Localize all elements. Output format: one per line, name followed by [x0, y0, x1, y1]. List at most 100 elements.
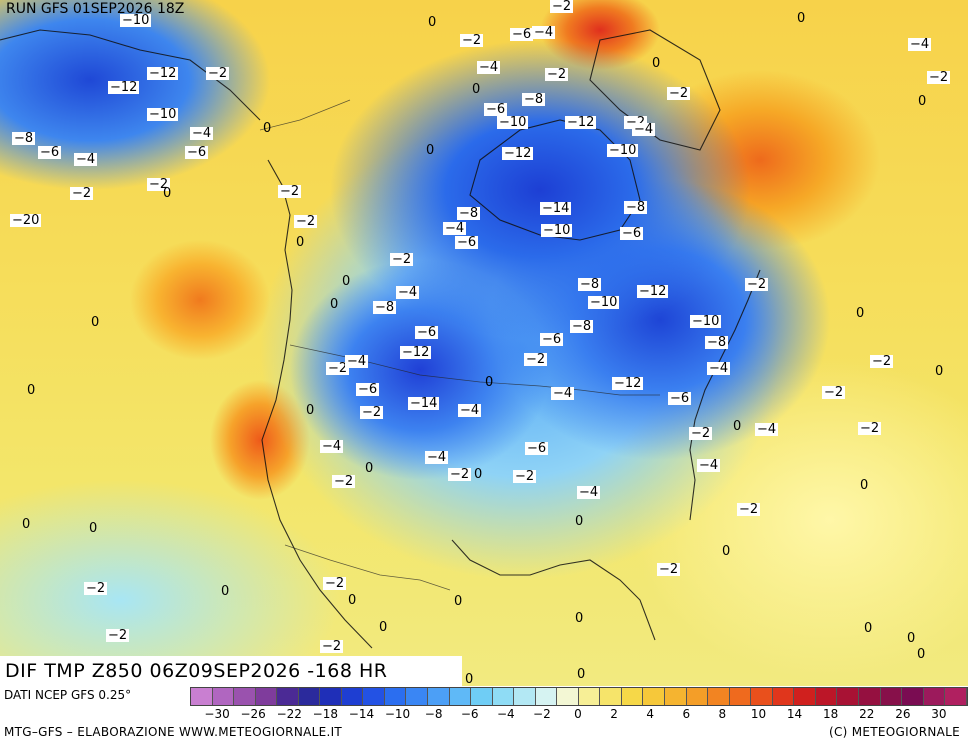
- legend-swatch: [492, 688, 515, 705]
- contour-value-label: −8: [12, 131, 36, 146]
- contour-value-label: −4: [443, 221, 467, 236]
- contour-value-label: −10: [607, 143, 639, 158]
- legend-swatch: [363, 688, 385, 705]
- legend-swatch: [751, 688, 773, 705]
- color-legend-bar: [190, 687, 968, 706]
- contour-value-label: −2: [332, 474, 356, 489]
- contour-value-label: 0: [365, 461, 374, 476]
- gulf-coast-line: [451, 539, 656, 641]
- legend-tick-label: −14: [348, 707, 375, 721]
- contour-value-label: −10: [147, 107, 179, 122]
- contour-value-label: −2: [737, 502, 761, 517]
- contour-value-label: 0: [472, 82, 481, 97]
- contour-value-label: −2: [448, 467, 472, 482]
- contour-value-label: −12: [108, 80, 140, 95]
- legend-swatch: [535, 688, 558, 705]
- contour-value-label: 0: [860, 478, 869, 493]
- legend-swatch: [298, 688, 321, 705]
- legend-swatch: [471, 688, 493, 705]
- contour-value-label: −6: [620, 226, 644, 241]
- contour-value-label: −12: [565, 115, 597, 130]
- contour-value-label: −2: [524, 352, 548, 367]
- legend-swatch: [406, 688, 429, 705]
- contour-value-label: −6: [185, 145, 209, 160]
- temperature-anomaly-map: −10 −2 0 −2 −6 −4 0 −4 −12 −2 −4 −2 0 −2 −12 0 −8 −2 0 −10−…: [0, 0, 968, 686]
- contour-value-label: −10: [690, 314, 722, 329]
- legend-tick-label: 30: [931, 707, 947, 721]
- contour-value-label: −12: [637, 284, 669, 299]
- contour-value-label: −4: [425, 450, 449, 465]
- contour-value-label: 0: [575, 611, 584, 626]
- contour-value-label: −2: [870, 354, 894, 369]
- legend-swatch: [557, 688, 579, 705]
- legend-tick-label: 14: [786, 707, 803, 721]
- legend-swatch: [708, 688, 730, 705]
- contour-value-label: 0: [221, 584, 230, 599]
- legend-tick-label: −18: [312, 707, 339, 721]
- contour-value-label: 0: [379, 620, 388, 635]
- legend-tick-label: −4: [496, 707, 515, 721]
- contour-value-label: −2: [294, 214, 318, 229]
- contour-value-label: −6: [525, 441, 549, 456]
- legend-swatch: [945, 688, 967, 705]
- contour-value-label: −4: [632, 122, 656, 137]
- west-coast-line: [261, 159, 373, 649]
- contour-value-label: −4: [74, 152, 98, 167]
- legend-tick-label: 26: [895, 707, 911, 721]
- contour-value-label: 0: [907, 631, 916, 646]
- legend-swatch: [191, 688, 213, 705]
- coastline-overlay: [0, 29, 761, 649]
- contour-value-label: −2: [360, 405, 384, 420]
- legend-tick-label: −26: [240, 707, 266, 721]
- contour-value-label: −2: [513, 469, 537, 484]
- contour-value-label: −6: [415, 325, 439, 340]
- alaska-coast-line: [0, 29, 261, 121]
- contour-value-label: −8: [373, 300, 397, 315]
- legend-swatch: [902, 688, 924, 705]
- contour-value-label: −8: [522, 92, 546, 107]
- contour-value-label: 0: [22, 517, 31, 532]
- legend-swatch: [643, 688, 666, 705]
- contour-value-label: −2: [84, 581, 108, 596]
- legend-swatch: [212, 688, 235, 705]
- contour-value-label: −4: [707, 361, 731, 376]
- legend-tick-label: −10: [384, 707, 411, 721]
- legend-swatch: [428, 688, 450, 705]
- contour-value-label: −12: [147, 66, 179, 81]
- legend-tick-label: −8: [424, 707, 443, 721]
- legend-swatch: [600, 688, 622, 705]
- legend-tick-label: 0: [574, 707, 582, 721]
- legend-swatch: [772, 688, 795, 705]
- contour-value-label: 0: [296, 235, 305, 250]
- legend-tick-label: 22: [859, 707, 875, 721]
- contour-value-label: 0: [89, 521, 98, 536]
- contour-value-label: −2: [390, 252, 414, 267]
- contour-value-label: 0: [465, 672, 474, 686]
- contour-value-label: −10: [541, 223, 573, 238]
- contour-value-label: −6: [356, 382, 380, 397]
- contour-value-label: −4: [396, 285, 420, 300]
- contour-value-label: 0: [474, 467, 483, 482]
- contour-value-label: −12: [612, 376, 644, 391]
- contour-value-label: −6: [38, 145, 62, 160]
- contour-value-label: −4: [345, 354, 369, 369]
- contour-value-label: −2: [858, 421, 882, 436]
- legend-swatch: [815, 688, 838, 705]
- contour-value-label: −14: [408, 396, 440, 411]
- contour-value-label: −4: [477, 60, 501, 75]
- contour-value-label: −8: [457, 206, 481, 221]
- field-title: DIF TMP Z850 06Z09SEP2026 -168 HR: [0, 656, 462, 686]
- contour-value-label: −4: [577, 485, 601, 500]
- contour-value-label: −2: [689, 426, 713, 441]
- legend-swatch: [837, 688, 859, 705]
- contour-value-label: −12: [502, 146, 534, 161]
- contour-value-label: 0: [428, 15, 437, 30]
- contour-value-label: −6: [510, 27, 534, 42]
- credit-right: (C) METEOGIORNALE: [828, 725, 960, 739]
- legend-tick-label: 4: [646, 707, 654, 721]
- color-legend-ticks: −30 −26 −22 −18 −14 −10 −8 −6 −4 −2 0 2 4 6 8 10 14 18 22 2…: [190, 707, 968, 721]
- legend-tick-label: 6: [682, 707, 691, 721]
- contour-value-label: −2: [278, 184, 302, 199]
- contour-value-label: 0: [917, 647, 926, 662]
- source-label: DATI NCEP GFS 0.25°: [4, 688, 132, 702]
